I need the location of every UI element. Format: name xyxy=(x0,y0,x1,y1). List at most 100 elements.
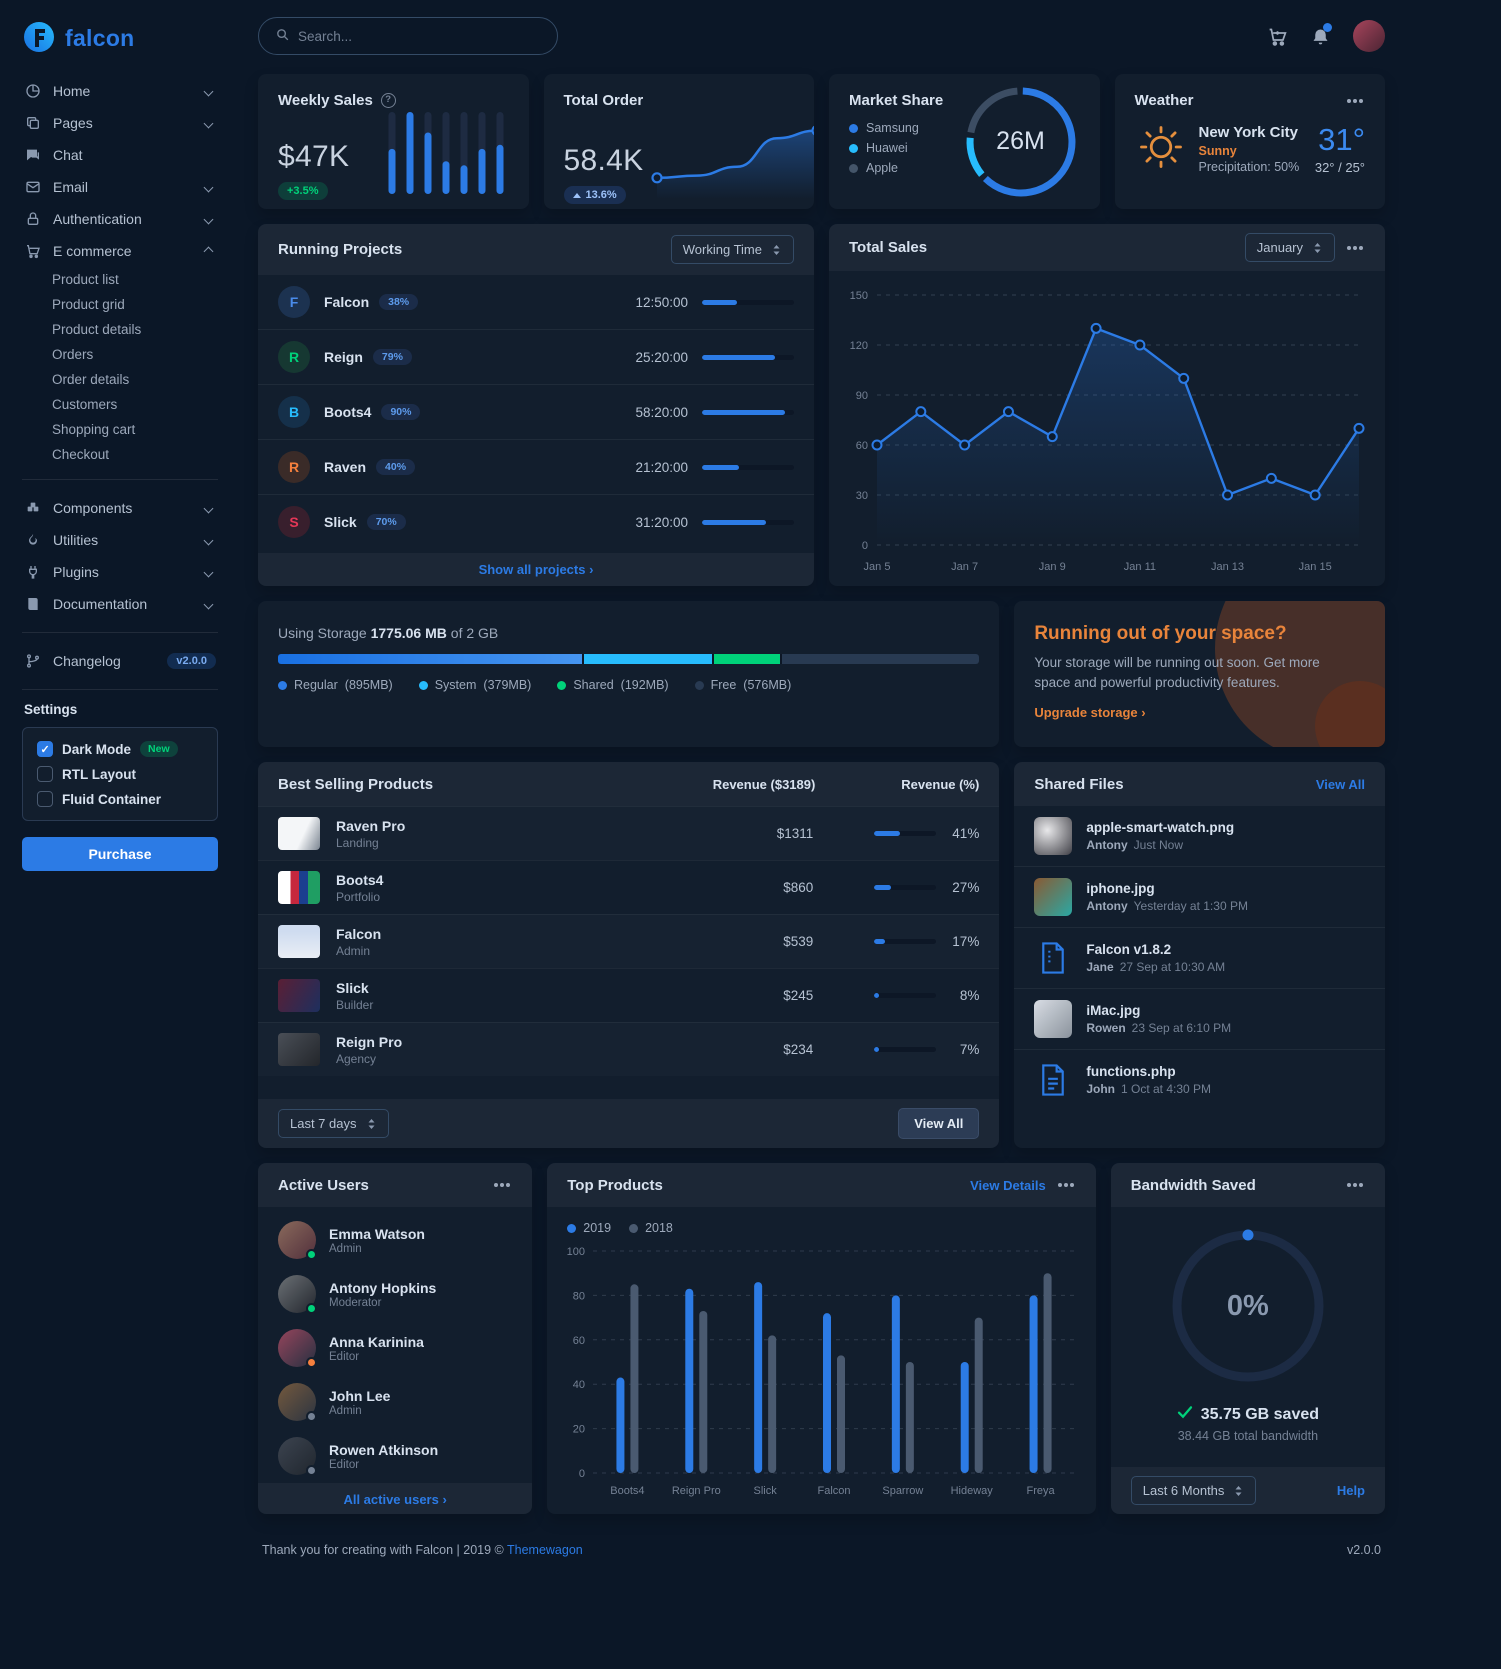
more-menu-icon[interactable] xyxy=(1063,1183,1068,1187)
sidebar-item-product-grid[interactable]: Product grid xyxy=(52,297,125,312)
topbar xyxy=(258,8,1385,64)
legend-dot xyxy=(567,1223,577,1233)
checkbox-checked-icon[interactable] xyxy=(37,741,53,757)
upgrade-storage-link[interactable]: Upgrade storage › xyxy=(1034,705,1146,721)
running-projects-card: Running Projects Working Time F Falcon 38… xyxy=(258,224,814,586)
help-link[interactable]: Help xyxy=(1336,1483,1365,1498)
sidebar-item-documentation[interactable]: Documentation xyxy=(22,588,218,620)
search-box[interactable] xyxy=(258,17,558,55)
product-row-falcon[interactable]: Falcon Admin $539 17% xyxy=(258,914,1000,968)
sidebar-item-home[interactable]: Home xyxy=(22,75,218,107)
sidebar-nav: Home Pages Chat Email Authentication xyxy=(22,75,218,871)
shared-file-functions-php[interactable]: functions.php John 1 Oct at 4:30 PM xyxy=(1014,1049,1385,1110)
checkbox-icon[interactable] xyxy=(37,766,53,782)
sidebar-item-authentication[interactable]: Authentication xyxy=(22,203,218,235)
sidebar-item-checkout[interactable]: Checkout xyxy=(52,447,110,462)
user-row-rowen-atkinson[interactable]: Rowen Atkinson Editor xyxy=(258,1429,532,1483)
user-avatar[interactable] xyxy=(1353,20,1385,52)
purchase-button[interactable]: Purchase xyxy=(22,837,218,871)
sidebar-item-utilities[interactable]: Utilities xyxy=(22,524,218,556)
svg-text:Boots4: Boots4 xyxy=(611,1485,645,1497)
more-menu-icon[interactable] xyxy=(1353,98,1357,103)
sidebar-item-pages[interactable]: Pages xyxy=(22,107,218,139)
notification-bell-icon[interactable] xyxy=(1310,22,1332,47)
shared-file-imac[interactable]: iMac.jpg Rowen 23 Sep at 6:10 PM xyxy=(1014,988,1385,1049)
top-products-title: Top Products xyxy=(567,1176,663,1194)
svg-text:20: 20 xyxy=(573,1424,585,1436)
view-details-link[interactable]: View Details xyxy=(970,1177,1046,1193)
project-progress-badge: 90% xyxy=(381,404,421,420)
sidebar-item-shopping-cart[interactable]: Shopping cart xyxy=(52,422,136,437)
shared-file-iphone[interactable]: iphone.jpg Antony Yesterday at 1:30 PM xyxy=(1014,866,1385,927)
user-row-emma-watson[interactable]: Emma Watson Admin xyxy=(258,1213,532,1267)
product-row-raven-pro[interactable]: Raven Pro Landing $1311 41% xyxy=(258,806,1000,860)
all-active-users-link[interactable]: All active users › xyxy=(343,1492,447,1507)
falcon-dashboard: falcon Home Pages Chat Email xyxy=(0,0,1501,1583)
brand-link[interactable]: falcon xyxy=(22,14,218,75)
product-row-reign-pro[interactable]: Reign Pro Agency $234 7% xyxy=(258,1022,1000,1076)
sidebar-item-order-details[interactable]: Order details xyxy=(52,372,130,387)
show-all-projects-link[interactable]: Show all projects › xyxy=(478,562,594,577)
product-row-slick[interactable]: Slick Builder $245 8% xyxy=(258,968,1000,1022)
help-icon[interactable] xyxy=(380,93,396,108)
search-input[interactable] xyxy=(298,28,541,44)
project-row-reign[interactable]: R Reign 79% 25:20:00 xyxy=(258,329,814,384)
legend-dot xyxy=(849,123,858,133)
user-row-john-lee[interactable]: John Lee Admin xyxy=(258,1375,532,1429)
product-row-boots4[interactable]: Boots4 Portfolio $860 27% xyxy=(258,860,1000,914)
shared-file-apple-smart-watch[interactable]: apple-smart-watch.png Antony Just Now xyxy=(1014,806,1385,866)
view-all-button[interactable]: View All xyxy=(898,1108,980,1139)
date-range-select[interactable]: Last 7 days xyxy=(278,1109,389,1138)
shared-files-view-all-link[interactable]: View All xyxy=(1315,776,1365,792)
sidebar-item-ecommerce[interactable]: E commerce xyxy=(22,235,218,267)
project-row-slick[interactable]: S Slick 70% 31:20:00 xyxy=(258,494,814,549)
product-thumbnail xyxy=(278,1033,320,1066)
svg-text:Hideway: Hideway xyxy=(951,1485,994,1497)
working-time-select[interactable]: Working Time xyxy=(670,235,794,264)
total-order-change-badge: 13.6% xyxy=(563,186,626,204)
user-row-antony-hopkins[interactable]: Antony Hopkins Moderator xyxy=(258,1267,532,1321)
legend-item-system: System (379MB) xyxy=(418,678,531,692)
project-row-raven[interactable]: R Raven 40% 21:20:00 xyxy=(258,439,814,494)
project-row-falcon[interactable]: F Falcon 38% 12:50:00 xyxy=(258,275,814,329)
legend-dot xyxy=(278,680,287,690)
bandwidth-total: 38.44 GB total bandwidth xyxy=(1177,1429,1319,1443)
more-menu-icon[interactable] xyxy=(1353,245,1357,250)
puzzle-icon xyxy=(24,500,41,516)
shared-file-falcon-zip[interactable]: Falcon v1.8.2 Jane 27 Sep at 10:30 AM xyxy=(1014,927,1385,988)
fluid-container-toggle[interactable]: Fluid Container xyxy=(37,791,203,807)
month-select[interactable]: January xyxy=(1244,233,1335,262)
dark-mode-toggle[interactable]: Dark Mode New xyxy=(37,741,203,757)
project-time: 12:50:00 xyxy=(635,294,688,310)
user-row-anna-karinina[interactable]: Anna Karinina Editor xyxy=(258,1321,532,1375)
svg-text:150: 150 xyxy=(850,290,868,302)
checkbox-icon[interactable] xyxy=(37,791,53,807)
period-select[interactable]: Last 6 Months xyxy=(1130,1476,1257,1505)
sidebar-item-customers[interactable]: Customers xyxy=(52,397,118,412)
rtl-layout-toggle[interactable]: RTL Layout xyxy=(37,766,203,782)
best-selling-products-card: Best Selling Products Revenue ($3189) Re… xyxy=(258,762,1000,1148)
sidebar-item-plugins[interactable]: Plugins xyxy=(22,556,218,588)
space-title: Running out of your space? xyxy=(1034,623,1287,644)
more-menu-icon[interactable] xyxy=(1353,1183,1357,1187)
more-menu-icon[interactable] xyxy=(500,1183,505,1187)
themewagon-link[interactable]: Themewagon xyxy=(507,1543,583,1557)
chevron-up-icon xyxy=(203,246,214,256)
product-revenue: $234 xyxy=(783,1042,814,1057)
sidebar-item-changelog[interactable]: Changelog v2.0.0 xyxy=(22,645,218,677)
sidebar-item-product-details[interactable]: Product details xyxy=(52,322,142,337)
sidebar-item-product-list[interactable]: Product list xyxy=(52,272,119,287)
sidebar-item-components[interactable]: Components xyxy=(22,492,218,524)
brand-name: falcon xyxy=(65,25,135,51)
sort-icon xyxy=(773,244,780,255)
revenue-pct-bar xyxy=(874,885,937,890)
sidebar-item-email[interactable]: Email xyxy=(22,171,218,203)
chevron-down-icon xyxy=(203,599,214,609)
cart-icon[interactable] xyxy=(1267,26,1288,47)
sidebar-item-orders[interactable]: Orders xyxy=(52,347,94,362)
sidebar-item-chat[interactable]: Chat xyxy=(22,139,218,171)
product-thumbnail xyxy=(278,979,320,1012)
project-row-boots4[interactable]: B Boots4 90% 58:20:00 xyxy=(258,384,814,439)
sort-icon xyxy=(1235,1485,1242,1496)
active-users-card: Active Users Emma Watson Admin Antony Hop… xyxy=(258,1163,533,1514)
